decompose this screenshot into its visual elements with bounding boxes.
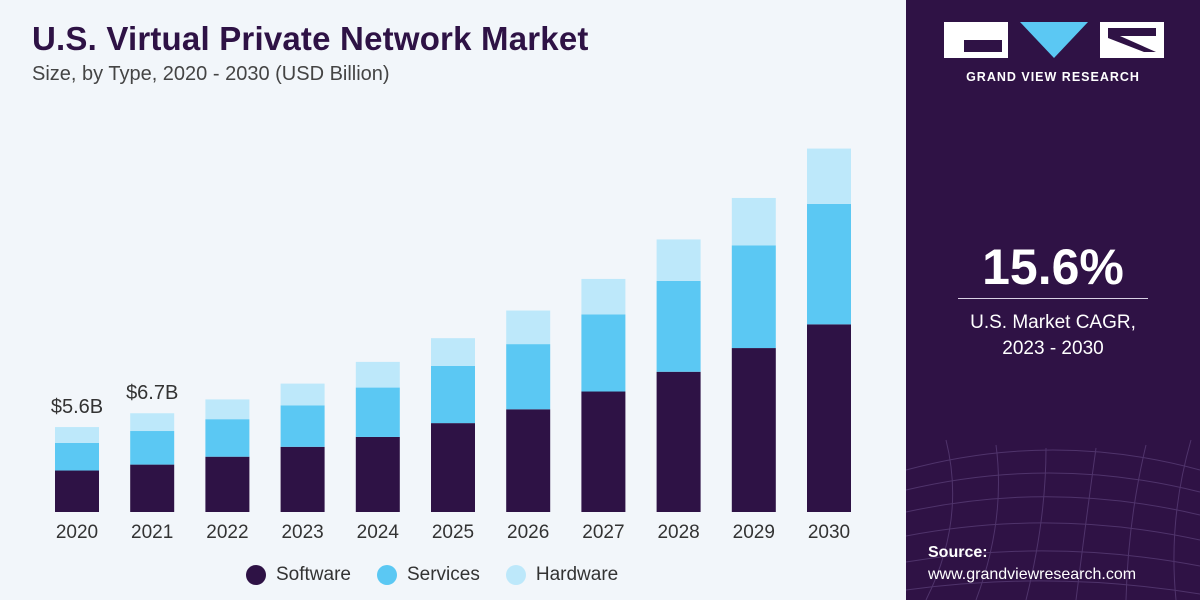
bar-services-2022 — [205, 419, 250, 457]
x-tick-label-2021: 2021 — [131, 522, 173, 543]
legend-swatch-software — [246, 565, 266, 585]
cagr-value: 15.6% — [982, 239, 1124, 295]
legend-item-software: Software — [246, 564, 351, 586]
bar-software-2023 — [280, 446, 325, 512]
x-tick-label-2026: 2026 — [507, 522, 549, 543]
bar-services-2021 — [130, 431, 175, 465]
bar-software-2022 — [205, 456, 250, 512]
cagr-label-line1: U.S. Market CAGR, — [970, 312, 1136, 333]
bar-software-2027 — [581, 391, 626, 512]
cagr-label-line2: 2023 - 2030 — [1002, 338, 1104, 359]
legend-item-services: Services — [376, 564, 480, 586]
sidebar-panel: GRAND VIEW RESEARCH 15.6% U.S. Market CA… — [906, 0, 1200, 600]
legend-label-software: Software — [276, 564, 351, 585]
source-title: Source: — [928, 544, 988, 561]
chart-panel: U.S. Virtual Private Network Market Size… — [32, 20, 851, 588]
x-tick-label-2028: 2028 — [657, 522, 699, 543]
bar-hardware-2026 — [506, 310, 551, 345]
bar-services-2026 — [506, 344, 551, 410]
bar-software-2028 — [656, 371, 701, 512]
bar-hardware-2024 — [355, 361, 400, 388]
legend-swatch-services — [376, 565, 397, 585]
chart-legend: Software Services Hardware — [246, 562, 618, 588]
source-url[interactable]: www.grandviewresearch.com — [928, 566, 1137, 583]
brand-name: GRAND VIEW RESEARCH — [966, 70, 1140, 84]
data-label-2020: $5.6B — [51, 396, 103, 418]
bar-services-2029 — [731, 245, 776, 349]
chart-title: U.S. Virtual Private Network Market — [32, 20, 589, 57]
bar-software-2029 — [731, 348, 776, 512]
legend-label-hardware: Hardware — [535, 564, 619, 585]
chart-subtitle: Size, by Type, 2020 - 2030 (USD Billion) — [32, 63, 390, 85]
bar-hardware-2022 — [205, 399, 250, 420]
bar-software-2024 — [355, 436, 400, 512]
bar-services-2020 — [55, 442, 99, 471]
bar-services-2025 — [431, 365, 475, 424]
x-tick-label-2027: 2027 — [582, 522, 624, 543]
x-tick-label-2020: 2020 — [56, 522, 98, 543]
legend-swatch-hardware — [505, 565, 526, 585]
bar-software-2030 — [807, 324, 851, 512]
bar-services-2023 — [280, 405, 325, 447]
bar-software-2020 — [55, 470, 99, 512]
bar-hardware-2027 — [581, 278, 626, 315]
data-label-2021: $6.7B — [126, 382, 178, 404]
stacked-bar-chart: 2020 2021 2022 2023 2024 2025 2026 2027 2028 2029… — [51, 148, 851, 543]
cagr-divider — [958, 298, 1148, 299]
x-tick-label-2025: 2025 — [432, 522, 474, 543]
bar-hardware-2023 — [280, 383, 325, 406]
bar-services-2027 — [581, 314, 626, 392]
bar-software-2025 — [431, 423, 475, 512]
legend-item-hardware: Hardware — [505, 564, 619, 586]
bar-software-2021 — [130, 464, 175, 512]
bar-services-2028 — [656, 280, 701, 372]
bar-hardware-2030 — [807, 148, 851, 204]
bar-services-2030 — [807, 203, 851, 325]
bar-hardware-2020 — [55, 427, 99, 443]
bar-hardware-2025 — [431, 338, 475, 366]
x-tick-label-2030: 2030 — [808, 522, 850, 543]
wireframe-grid-decoration — [906, 439, 1200, 600]
bar-hardware-2021 — [130, 413, 175, 432]
bar-hardware-2029 — [731, 197, 776, 246]
x-tick-label-2024: 2024 — [357, 522, 400, 543]
gvr-logo — [944, 22, 1164, 58]
bar-services-2024 — [355, 387, 400, 437]
x-tick-label-2023: 2023 — [281, 522, 323, 543]
legend-label-services: Services — [406, 564, 480, 585]
bar-software-2026 — [506, 409, 551, 512]
x-tick-label-2029: 2029 — [733, 522, 775, 543]
x-tick-label-2022: 2022 — [206, 522, 248, 543]
bar-hardware-2028 — [656, 239, 701, 281]
cagr-label: U.S. Market CAGR, 2023 - 2030 — [906, 310, 1200, 362]
